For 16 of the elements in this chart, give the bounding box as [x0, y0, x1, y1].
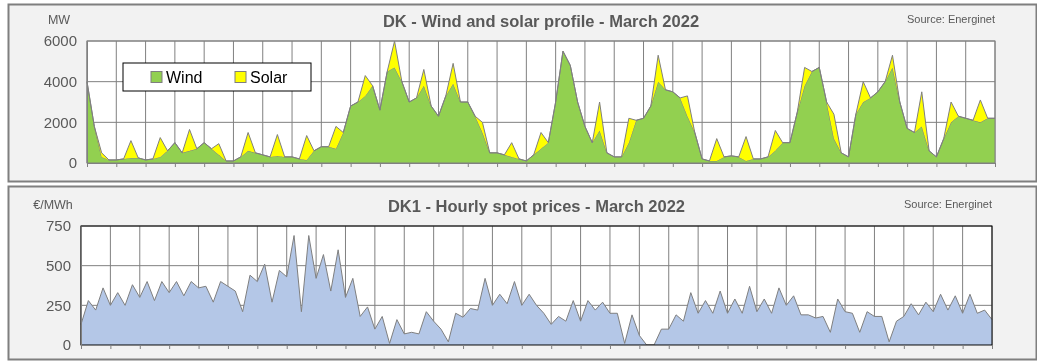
chart-title: DK1 - Hourly spot prices - March 2022 [387, 197, 686, 215]
y-tick-label: 6000 [43, 32, 77, 50]
y-tick-label: 0 [68, 154, 77, 172]
y-tick-label: 750 [45, 217, 71, 235]
y-tick-label: 2000 [43, 113, 77, 131]
source-note: Source: Energinet [903, 198, 992, 210]
y-tick-label: 4000 [43, 72, 77, 90]
y-axis-title: €/MWh [33, 198, 73, 212]
y-tick-label: 500 [45, 256, 71, 274]
source-note: Source: Energinet [906, 13, 995, 25]
legend-label: Wind [166, 68, 203, 86]
legend-label: Solar [250, 68, 289, 86]
y-tick-label: 250 [45, 296, 71, 314]
chart-title: DK - Wind and solar profile - March 2022 [382, 12, 700, 30]
y-axis-title: MW [47, 13, 71, 27]
y-tick-label: 0 [62, 336, 71, 354]
